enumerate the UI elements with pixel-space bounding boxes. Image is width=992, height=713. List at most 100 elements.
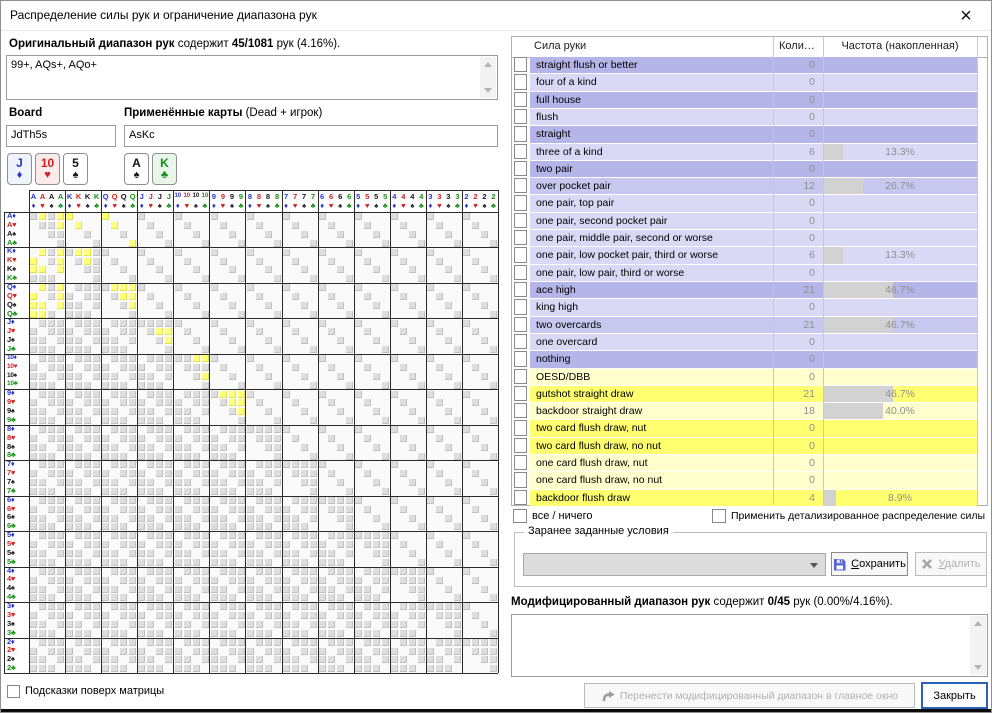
matrix-cell[interactable] <box>66 594 74 602</box>
matrix-cell[interactable] <box>57 621 65 628</box>
matrix-cell[interactable] <box>129 239 137 247</box>
matrix-cell[interactable] <box>57 222 65 230</box>
matrix-cell[interactable] <box>48 390 56 398</box>
matrix-cell[interactable] <box>282 514 290 522</box>
matrix-cell[interactable] <box>93 363 101 371</box>
matrix-cell[interactable] <box>93 319 101 327</box>
matrix-cell[interactable] <box>147 603 155 611</box>
matrix-cell[interactable] <box>300 576 308 584</box>
matrix-cell[interactable] <box>156 319 164 327</box>
matrix-cell[interactable] <box>156 434 164 442</box>
matrix-cell[interactable] <box>39 301 47 309</box>
matrix-cell[interactable] <box>273 532 281 540</box>
matrix-cell[interactable] <box>156 647 164 655</box>
matrix-cell[interactable] <box>282 629 290 637</box>
matrix-cell[interactable] <box>390 248 398 256</box>
matrix-cell[interactable] <box>354 390 362 398</box>
matrix-cell[interactable] <box>84 390 92 398</box>
strength-row[interactable]: one overcard 0 <box>512 333 987 351</box>
matrix-cell[interactable] <box>246 319 254 327</box>
matrix-cell[interactable] <box>147 222 155 230</box>
matrix-cell[interactable] <box>75 222 83 230</box>
matrix-cell[interactable] <box>93 434 101 442</box>
matrix-cell[interactable] <box>48 523 56 531</box>
matrix-cell[interactable] <box>201 479 209 487</box>
matrix-cell[interactable] <box>345 417 353 425</box>
matrix-cell[interactable] <box>399 541 407 549</box>
matrix-cell[interactable] <box>282 284 290 292</box>
matrix-cell[interactable] <box>93 541 101 549</box>
matrix-cell[interactable] <box>183 629 191 637</box>
matrix-cell[interactable] <box>138 372 146 380</box>
matrix-cell[interactable] <box>57 363 65 371</box>
matrix-cell[interactable] <box>255 363 263 371</box>
matrix-cell[interactable] <box>120 381 128 389</box>
matrix-cell[interactable] <box>372 594 380 602</box>
matrix-cell[interactable] <box>300 523 308 531</box>
matrix-cell[interactable] <box>102 656 110 664</box>
strength-row-checkbox[interactable] <box>514 368 527 384</box>
matrix-cell[interactable] <box>102 665 110 673</box>
matrix-cell[interactable] <box>264 541 272 549</box>
matrix-cell[interactable] <box>336 567 344 575</box>
matrix-cell[interactable] <box>129 284 137 292</box>
matrix-cell[interactable] <box>147 257 155 265</box>
strength-row-checkbox[interactable] <box>514 351 527 367</box>
strength-row-checkbox[interactable] <box>514 108 527 125</box>
matrix-cell[interactable] <box>183 514 191 522</box>
matrix-cell[interactable] <box>318 319 326 327</box>
matrix-cell[interactable] <box>472 576 480 584</box>
matrix-cell[interactable] <box>327 222 335 230</box>
matrix-cell[interactable] <box>399 656 407 664</box>
matrix-cell[interactable] <box>273 479 281 487</box>
matrix-cell[interactable] <box>111 594 119 602</box>
matrix-cell[interactable] <box>147 558 155 566</box>
matrix-cell[interactable] <box>93 301 101 309</box>
matrix-cell[interactable] <box>228 408 236 416</box>
matrix-cell[interactable] <box>93 621 101 628</box>
scroll-down-icon[interactable] <box>484 88 492 93</box>
matrix-cell[interactable] <box>48 612 56 620</box>
hints-over-matrix-checkbox[interactable] <box>7 685 20 698</box>
matrix-cell[interactable] <box>192 452 200 460</box>
strength-row[interactable]: flush 0 <box>512 108 987 126</box>
matrix-cell[interactable] <box>75 594 83 602</box>
matrix-cell[interactable] <box>174 434 182 442</box>
matrix-cell[interactable] <box>228 461 236 469</box>
applied-cards-input[interactable]: AsKc <box>124 125 498 147</box>
matrix-cell[interactable] <box>183 292 191 300</box>
matrix-cell[interactable] <box>39 514 47 522</box>
matrix-cell[interactable] <box>363 532 371 540</box>
matrix-cell[interactable] <box>75 665 83 673</box>
matrix-cell[interactable] <box>390 612 398 620</box>
matrix-cell[interactable] <box>174 479 182 487</box>
matrix-cell[interactable] <box>264 603 272 611</box>
strength-row[interactable]: one pair, second pocket pair 0 <box>512 212 987 230</box>
matrix-cell[interactable] <box>210 248 218 256</box>
matrix-cell[interactable] <box>282 505 290 513</box>
matrix-cell[interactable] <box>120 328 128 336</box>
matrix-cell[interactable] <box>309 585 317 593</box>
matrix-cell[interactable] <box>102 621 110 628</box>
matrix-cell[interactable] <box>264 567 272 575</box>
matrix-cell[interactable] <box>300 479 308 487</box>
matrix-cell[interactable] <box>201 363 209 371</box>
matrix-cell[interactable] <box>39 585 47 593</box>
strength-row[interactable]: OESD/DBB 0 <box>512 368 987 386</box>
matrix-cell[interactable] <box>409 550 416 558</box>
matrix-cell[interactable] <box>381 532 389 540</box>
matrix-cell[interactable] <box>84 346 92 354</box>
matrix-cell[interactable] <box>156 665 164 673</box>
strength-row-checkbox[interactable] <box>514 178 527 194</box>
matrix-cell[interactable] <box>390 425 398 433</box>
matrix-cell[interactable] <box>174 612 182 620</box>
matrix-cell[interactable] <box>93 479 101 487</box>
matrix-cell[interactable] <box>30 594 38 602</box>
matrix-cell[interactable] <box>147 523 155 531</box>
matrix-cell[interactable] <box>418 558 426 566</box>
matrix-cell[interactable] <box>129 355 137 363</box>
matrix-cell[interactable] <box>445 337 453 345</box>
matrix-cell[interactable] <box>39 408 47 416</box>
matrix-cell[interactable] <box>409 230 416 238</box>
matrix-cell[interactable] <box>354 594 362 602</box>
